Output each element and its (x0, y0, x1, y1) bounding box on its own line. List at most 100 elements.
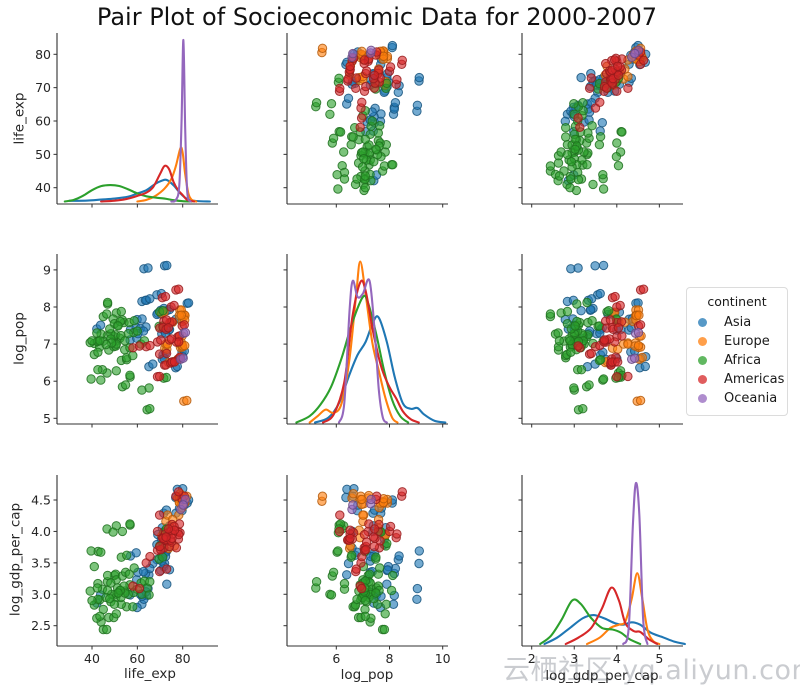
scatter-point-americas (173, 487, 184, 497)
scatter-point-africa (566, 174, 576, 184)
y-tick-label: 60 (35, 114, 51, 129)
scatter-point-americas (623, 371, 633, 382)
scatter-point-europe (317, 43, 328, 53)
y-tick-label: 7 (43, 337, 51, 352)
panel-log_gdp_per_cap-vs-log_gdp_per_cap: 2 3 4 5 (518, 475, 686, 666)
scatter-point-americas (154, 371, 165, 382)
x-tick-label: 3 (570, 651, 578, 666)
scatter-point-africa (582, 297, 592, 308)
scatter-point-americas (392, 74, 402, 85)
scatter-point-asia (162, 260, 172, 271)
scatter-point-africa (381, 599, 391, 609)
scatter-point-americas (599, 335, 610, 345)
scatter-point-africa (111, 609, 122, 619)
y-tick-label: 40 (35, 180, 51, 195)
scatter-point-africa (120, 336, 130, 346)
x-tick-label: 60 (129, 651, 145, 666)
scatter-point-africa (561, 132, 571, 142)
legend-label-americas: Americas (724, 372, 785, 387)
scatter-point-africa (584, 380, 594, 390)
scatter-point-africa (144, 383, 154, 393)
scatter-point-africa (613, 161, 624, 171)
scatter-point-americas (156, 335, 166, 345)
scatter-point-americas (145, 340, 155, 351)
scatter-point-asia (342, 570, 352, 580)
scatter-point-africa (333, 184, 343, 194)
scatter-point-africa (116, 306, 127, 317)
scatter-point-asia (95, 320, 106, 330)
legend-marker-oceania (698, 394, 707, 403)
scatter-point-americas (145, 551, 155, 562)
scatter-point-africa (357, 162, 368, 172)
scatter-point-americas (161, 564, 172, 574)
scatter-point-americas (584, 83, 595, 94)
scatter-point-africa (576, 365, 587, 375)
scatter-point-americas (351, 73, 361, 83)
scatter-point-oceania (180, 327, 191, 338)
kde-curve-oceania (337, 278, 388, 424)
scatter-point-africa (128, 350, 138, 361)
panel-life_exp-vs-log_pop (283, 33, 448, 208)
scatter-point-africa (595, 132, 606, 142)
scatter-point-africa (124, 569, 134, 579)
x-tick-label: 2 (528, 651, 536, 666)
scatter-point-africa (86, 374, 96, 384)
scatter-point-africa (102, 570, 113, 581)
scatter-point-africa (565, 336, 575, 346)
scatter-point-asia (586, 304, 596, 315)
scatter-point-americas (361, 81, 371, 92)
scatter-point-africa (311, 577, 322, 587)
y-axis-label-life-exp: life_exp (11, 92, 28, 145)
x-axis-label-log-pop: log_pop (340, 667, 394, 683)
kde-curve-oceania (170, 38, 192, 203)
scatter-point-americas (573, 341, 583, 351)
scatter-point-americas (613, 357, 623, 367)
scatter-point-americas (345, 533, 355, 543)
scatter-point-africa (96, 547, 106, 557)
scatter-point-americas (169, 300, 179, 311)
legend-label-africa: Africa (724, 353, 762, 368)
scatter-point-africa (565, 183, 575, 193)
scatter-point-africa (102, 624, 112, 635)
scatter-point-asia (343, 93, 354, 104)
kde-curve-europe (136, 146, 198, 203)
scatter-point-africa (125, 370, 135, 380)
panel-log_pop-vs-life_exp: 5 6 7 8 9 (43, 254, 218, 428)
scatter-point-americas (595, 97, 605, 108)
scatter-point-europe (357, 494, 367, 505)
scatter-point-oceania (348, 48, 358, 59)
scatter-point-africa (326, 590, 337, 600)
scatter-point-africa (117, 526, 128, 537)
scatter-point-africa (352, 594, 362, 604)
scatter-point-europe (182, 395, 192, 406)
scatter-point-americas (173, 284, 184, 294)
scatter-point-africa (554, 171, 565, 181)
scatter-point-africa (346, 140, 356, 150)
scatter-point-europe (357, 46, 367, 56)
scatter-point-americas (612, 86, 622, 97)
scatter-point-africa (367, 116, 377, 126)
scatter-point-americas (586, 348, 596, 359)
scatter-point-africa (553, 328, 563, 338)
kde-curve-europe (308, 260, 399, 424)
scatter-point-africa (375, 121, 385, 131)
y-tick-label: 9 (43, 262, 51, 277)
scatter-point-americas (166, 334, 177, 344)
scatter-point-africa (328, 133, 339, 144)
scatter-point-asia (576, 72, 586, 83)
panel-log_gdp_per_cap-vs-log_pop: 6 8 10 (283, 475, 451, 666)
x-tick-label: 40 (84, 651, 100, 666)
y-tick-label: 5 (43, 411, 51, 426)
scatter-point-africa (569, 99, 579, 109)
scatter-point-africa (87, 336, 97, 346)
scatter-point-africa (328, 567, 339, 577)
scatter-point-africa (325, 109, 335, 120)
legend-label-oceania: Oceania (724, 391, 778, 406)
page-title: Pair Plot of Socioeconomic Data for 2000… (96, 3, 658, 31)
scatter-point-americas (345, 525, 355, 535)
scatter-point-africa (335, 127, 346, 137)
scatter-point-asia (394, 551, 404, 561)
scatter-point-americas (163, 524, 174, 534)
